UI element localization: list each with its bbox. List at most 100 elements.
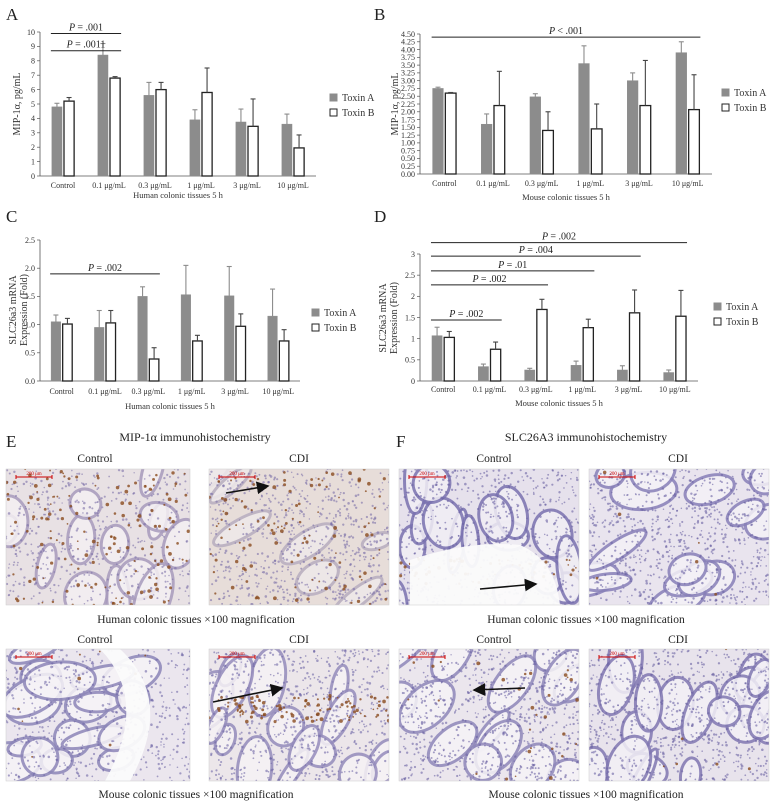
nucleus bbox=[304, 677, 307, 680]
nucleus bbox=[279, 660, 282, 663]
nucleus bbox=[294, 594, 297, 598]
nucleus bbox=[316, 724, 319, 728]
nucleus bbox=[766, 573, 769, 577]
nucleus bbox=[269, 673, 272, 676]
nucleus bbox=[674, 494, 677, 498]
nucleus bbox=[723, 498, 726, 501]
nucleus bbox=[302, 524, 305, 527]
nucleus bbox=[283, 702, 285, 705]
nucleus bbox=[674, 492, 676, 495]
nucleus bbox=[611, 520, 613, 522]
nucleus bbox=[214, 737, 217, 739]
nucleus bbox=[216, 657, 219, 660]
stain-spot bbox=[336, 696, 339, 699]
nucleus bbox=[115, 711, 119, 714]
nucleus bbox=[154, 682, 157, 686]
nucleus bbox=[346, 709, 349, 712]
nucleus bbox=[341, 593, 344, 596]
nucleus bbox=[701, 482, 704, 485]
nucleus bbox=[370, 761, 373, 764]
nucleus bbox=[169, 776, 171, 779]
lumen-area bbox=[410, 544, 560, 605]
nucleus bbox=[333, 739, 336, 742]
nucleus bbox=[212, 681, 215, 684]
nucleus bbox=[624, 562, 627, 565]
nucleus bbox=[616, 500, 619, 503]
nucleus bbox=[144, 491, 147, 494]
nucleus bbox=[171, 733, 174, 736]
nucleus bbox=[739, 590, 742, 593]
stain-spot bbox=[399, 561, 403, 565]
nucleus bbox=[748, 586, 750, 588]
nucleus bbox=[536, 540, 539, 543]
nucleus bbox=[159, 684, 162, 687]
nucleus bbox=[316, 525, 319, 528]
nucleus bbox=[227, 739, 230, 741]
nucleus bbox=[265, 722, 269, 726]
nucleus bbox=[228, 594, 231, 597]
stain-spot bbox=[228, 528, 231, 531]
nucleus bbox=[595, 592, 598, 596]
nucleus bbox=[17, 595, 20, 598]
nucleus bbox=[360, 720, 364, 723]
nucleus bbox=[305, 500, 308, 503]
nucleus bbox=[268, 685, 271, 688]
nucleus bbox=[75, 771, 79, 774]
nucleus bbox=[684, 545, 687, 548]
stain-spot bbox=[310, 478, 314, 481]
nucleus bbox=[308, 772, 311, 775]
nucleus bbox=[239, 715, 242, 718]
nucleus bbox=[710, 585, 713, 588]
nucleus bbox=[651, 507, 653, 509]
nucleus bbox=[177, 469, 179, 471]
nucleus bbox=[58, 541, 61, 544]
nucleus bbox=[166, 473, 169, 476]
nucleus bbox=[703, 599, 706, 603]
nucleus bbox=[656, 518, 659, 521]
nucleus bbox=[403, 578, 405, 580]
nucleus bbox=[160, 744, 162, 746]
nucleus bbox=[602, 562, 605, 565]
nucleus bbox=[369, 754, 372, 757]
nucleus bbox=[696, 537, 699, 540]
nucleus bbox=[511, 519, 514, 522]
nucleus bbox=[573, 507, 576, 510]
nucleus bbox=[292, 725, 296, 729]
category-label: 3 μg/mL bbox=[625, 179, 653, 188]
nucleus bbox=[633, 573, 637, 576]
nucleus bbox=[98, 563, 101, 565]
nucleus bbox=[615, 507, 619, 510]
nucleus bbox=[678, 496, 681, 499]
legend-label: Toxin A bbox=[324, 308, 357, 319]
nucleus bbox=[119, 732, 122, 735]
stain-spot bbox=[124, 489, 129, 494]
nucleus bbox=[363, 552, 365, 554]
nucleus bbox=[53, 571, 56, 573]
nucleus bbox=[766, 495, 769, 497]
nucleus bbox=[175, 510, 178, 513]
nucleus bbox=[644, 557, 647, 560]
stain-spot bbox=[77, 547, 79, 550]
nucleus bbox=[451, 471, 455, 474]
nucleus bbox=[313, 488, 316, 491]
lumen-area bbox=[100, 649, 151, 781]
nucleus bbox=[718, 489, 721, 492]
crypt bbox=[131, 561, 175, 605]
nucleus bbox=[660, 568, 663, 571]
nucleus bbox=[224, 566, 228, 569]
nucleus bbox=[616, 572, 619, 575]
nucleus bbox=[759, 495, 763, 498]
nucleus bbox=[496, 505, 499, 508]
nucleus bbox=[638, 591, 641, 594]
nucleus bbox=[279, 585, 283, 588]
nucleus bbox=[85, 538, 88, 541]
nucleus bbox=[498, 512, 500, 514]
nucleus bbox=[725, 476, 727, 479]
nucleus bbox=[706, 600, 709, 602]
nucleus bbox=[163, 766, 166, 769]
nucleus bbox=[9, 525, 12, 528]
nucleus bbox=[342, 523, 345, 526]
nucleus bbox=[160, 762, 164, 765]
nucleus bbox=[233, 665, 237, 668]
nucleus bbox=[730, 502, 733, 505]
